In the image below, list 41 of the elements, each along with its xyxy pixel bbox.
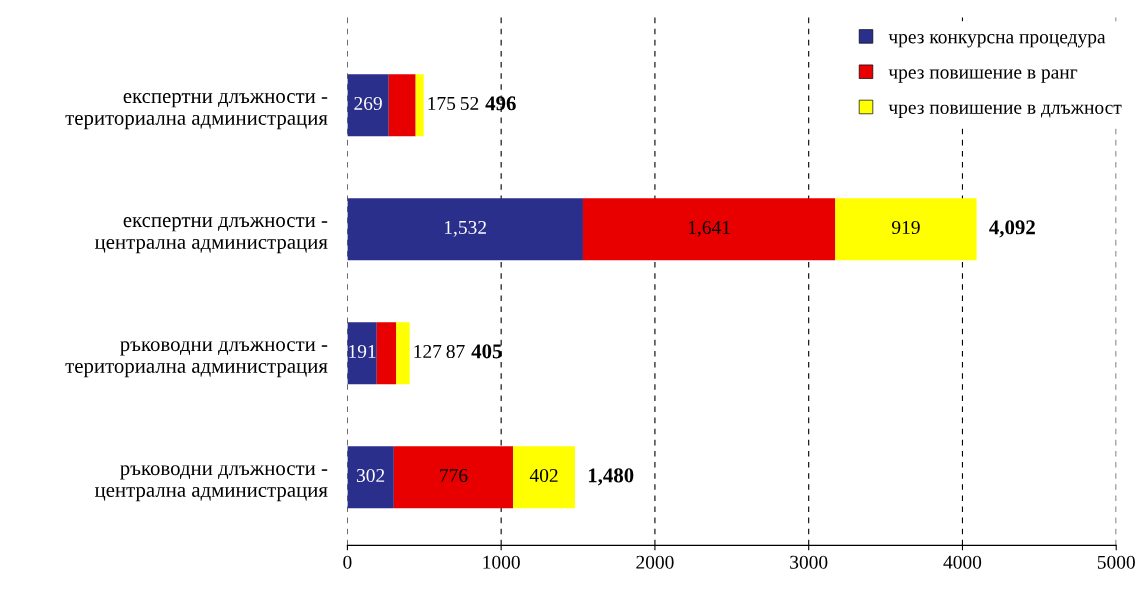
data-label: 269 <box>354 96 382 110</box>
data-label: 302 <box>356 468 385 483</box>
x-tick-label: 0 <box>343 555 352 569</box>
x-tick-label: 1000 <box>483 555 520 569</box>
data-label: 127 <box>414 344 442 358</box>
data-label: 1,641 <box>688 220 730 237</box>
bar <box>347 198 583 261</box>
bar <box>388 74 416 137</box>
data-label: 402 <box>529 468 558 483</box>
bar <box>376 322 397 385</box>
total-label: 1,480 <box>588 468 634 486</box>
total-label: 4,092 <box>989 220 1035 238</box>
total-label: 405 <box>471 344 502 359</box>
x-tick-label: 3000 <box>790 555 828 569</box>
bar <box>347 446 394 509</box>
bar <box>835 198 977 261</box>
data-label: 191 <box>349 344 376 359</box>
data-label: 175 <box>428 96 456 110</box>
y-tick-label: експертни длъжности - териториална администрация <box>65 93 328 130</box>
bar <box>393 446 514 509</box>
bar <box>582 198 836 261</box>
y-tick-label: експертни длъжности - централна администрация <box>94 217 328 254</box>
data-label: 87 <box>446 344 465 359</box>
y-tick-label: ръководни длъжности - централна администрация <box>94 465 328 502</box>
data-label: 52 <box>460 96 479 110</box>
bar <box>513 446 575 509</box>
x-tick-label: 5000 <box>1097 555 1135 569</box>
bar <box>347 322 377 385</box>
y-tick-label: ръководни длъжности - териториална администрация <box>65 341 328 378</box>
data-label: 1,532 <box>445 220 486 237</box>
total-label: 496 <box>485 96 516 111</box>
bar <box>415 74 424 137</box>
legend-label: чрез повишение в ранг <box>888 69 1078 83</box>
bar <box>347 74 389 137</box>
legend-label: чрез повишение в длъжност <box>888 104 1122 118</box>
legend-label: чрез конкурсна процедура <box>888 34 1106 48</box>
x-tick-label: 4000 <box>943 555 982 569</box>
x-tick-label: 2000 <box>636 555 674 569</box>
bar <box>396 322 410 385</box>
data-label: 776 <box>440 468 468 483</box>
data-label: 919 <box>891 220 920 235</box>
